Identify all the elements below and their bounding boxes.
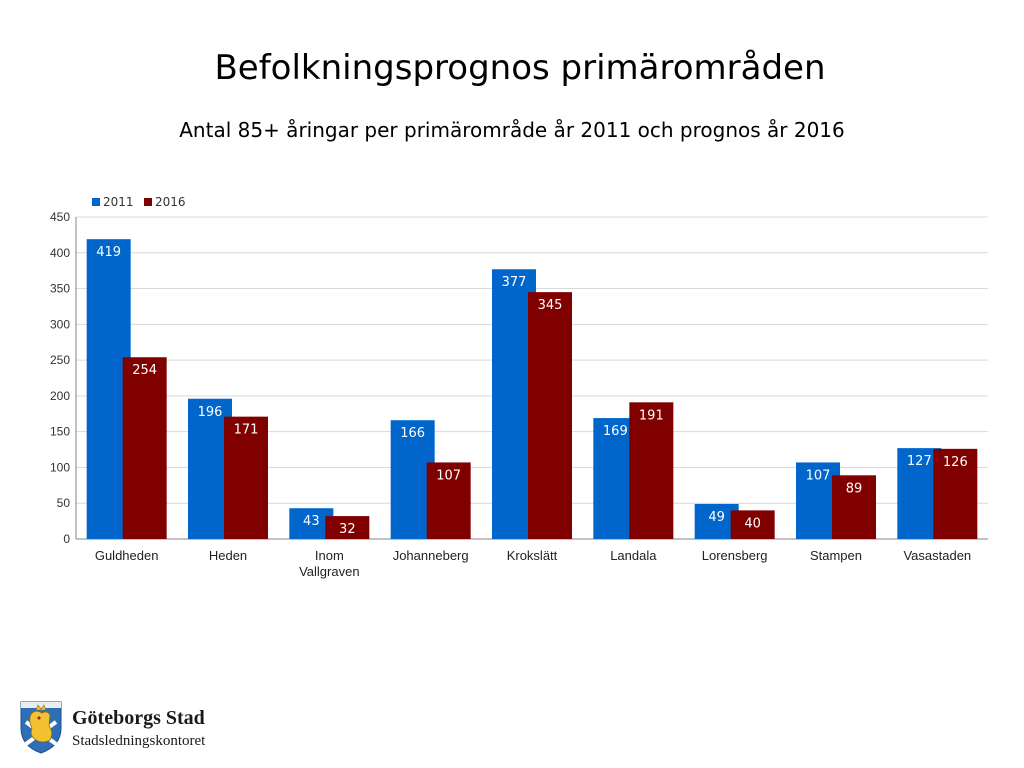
data-label: 107 <box>436 468 461 483</box>
data-label: 32 <box>339 522 356 537</box>
x-tick-label: Guldheden <box>95 548 159 563</box>
x-tick-label: Inom Vallgraven <box>299 548 359 579</box>
organization-name: Göteborgs Stad <box>72 707 205 729</box>
slide-title: Befolkningsprognos primärområden <box>214 48 826 88</box>
slide-subtitle: Antal 85+ åringar per primärområde år 20… <box>179 118 845 142</box>
x-tick-label: Heden <box>209 548 247 563</box>
bar-2016 <box>528 292 572 539</box>
x-tick-label: Krokslätt <box>507 548 558 563</box>
y-tick-label: 100 <box>50 460 70 474</box>
x-tick-label: Stampen <box>810 548 862 563</box>
legend-swatch-2016 <box>144 198 152 206</box>
bar-2016 <box>224 416 268 539</box>
legend-label: 2016 <box>155 195 186 209</box>
data-label: 127 <box>907 454 932 469</box>
y-tick-label: 450 <box>50 210 70 224</box>
bar-chart: 0 50 100 150 200 250 300 350 400 450 419 254 Guldhed… <box>50 195 988 579</box>
y-tick-label: 200 <box>50 389 70 403</box>
y-tick-label: 400 <box>50 246 70 260</box>
bar-2016 <box>730 510 775 539</box>
data-label: 40 <box>744 516 761 531</box>
y-tick-label: 0 <box>63 532 70 546</box>
data-label: 254 <box>132 363 157 378</box>
y-tick-label: 300 <box>50 317 70 331</box>
data-label: 377 <box>502 275 527 290</box>
data-label: 345 <box>538 298 563 313</box>
bar-2016 <box>629 402 674 539</box>
data-label: 107 <box>806 468 831 483</box>
x-tick-label: Vasastaden <box>903 548 971 563</box>
bar-2016 <box>325 516 370 539</box>
y-tick-label: 150 <box>50 425 70 439</box>
bar-2016 <box>832 475 876 539</box>
data-label: 43 <box>303 514 320 529</box>
y-tick-label: 50 <box>57 496 71 510</box>
data-label: 419 <box>96 245 121 260</box>
bar-2016 <box>426 462 471 539</box>
x-tick-label: Landala <box>610 548 657 563</box>
department-name: Stadsledningskontoret <box>72 733 206 749</box>
data-label: 126 <box>943 455 968 470</box>
data-label: 171 <box>234 423 259 438</box>
data-label: 49 <box>708 510 725 525</box>
data-label: 89 <box>846 481 863 496</box>
data-label: 196 <box>198 405 223 420</box>
footer-logo: Göteborgs Stad Stadsledningskontoret <box>18 698 258 758</box>
data-label: 191 <box>639 408 664 423</box>
bar-2016 <box>122 357 167 539</box>
data-label: 169 <box>603 424 628 439</box>
y-tick-label: 350 <box>50 282 70 296</box>
legend-swatch-2011 <box>92 198 100 206</box>
legend-label: 2011 <box>103 195 134 209</box>
y-tick-label: 250 <box>50 353 70 367</box>
x-tick-label: Johanneberg <box>393 548 469 563</box>
x-tick-label: Lorensberg <box>702 548 768 563</box>
data-label: 166 <box>400 426 425 441</box>
gothenburg-coat-of-arms-icon <box>20 701 62 754</box>
bar-2016 <box>933 448 978 539</box>
